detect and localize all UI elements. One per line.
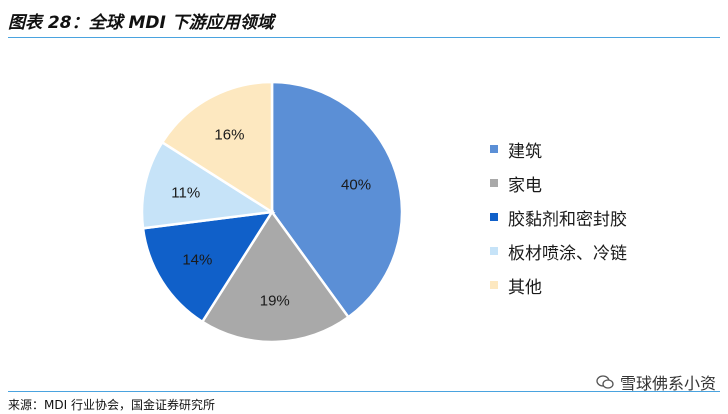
pie-slices <box>140 80 404 344</box>
pie-labels: 40% 19% 14% 11% 16% <box>171 127 371 310</box>
legend-label: 家电 <box>508 175 542 196</box>
legend-item-3: 胶黏剂和密封胶 <box>490 200 627 234</box>
pie-slice-3 <box>141 210 275 324</box>
legend-item-4: 板材喷涂、冷链 <box>490 234 627 268</box>
legend-swatch <box>490 281 498 289</box>
pie-slice-1 <box>270 80 404 319</box>
pie-slice-5 <box>160 80 274 215</box>
pie-label-3: 14% <box>182 251 212 268</box>
legend-swatch <box>490 247 498 255</box>
bottom-divider <box>8 391 720 392</box>
pie-slice-2 <box>200 209 351 344</box>
legend-label: 板材喷涂、冷链 <box>508 243 627 264</box>
legend-item-5: 其他 <box>490 268 627 302</box>
figure-source: 来源：MDI 行业协会，国金证券研究所 <box>8 398 215 412</box>
legend-label: 建筑 <box>508 141 542 162</box>
pie-label-5: 16% <box>214 127 244 144</box>
legend-item-1: 建筑 <box>490 132 627 166</box>
pie-chart: 40% 19% 14% 11% 16% <box>140 80 404 344</box>
legend-swatch <box>490 179 498 187</box>
chart-legend: 建筑家电胶黏剂和密封胶 板材喷涂、冷链 其他 <box>490 132 627 302</box>
watermark-text: 雪球佛系小资 <box>619 374 716 393</box>
legend-swatch <box>490 213 498 221</box>
figure-title: 图表 28：全球 MDI 下游应用领域 <box>8 13 274 33</box>
pie-label-1: 40% <box>341 177 371 194</box>
watermark: 雪球佛系小资 <box>596 370 716 394</box>
legend-label: 其他 <box>508 277 542 298</box>
top-divider <box>8 37 720 38</box>
pie-label-2: 19% <box>260 292 290 309</box>
legend-item-2: 家电 <box>490 166 627 200</box>
pie-label-4: 11% <box>171 185 200 202</box>
legend-swatch <box>490 145 498 153</box>
pie-slice-4 <box>140 140 276 230</box>
wechat-icon <box>596 375 614 389</box>
legend-label: 胶黏剂和密封胶 <box>508 209 627 230</box>
